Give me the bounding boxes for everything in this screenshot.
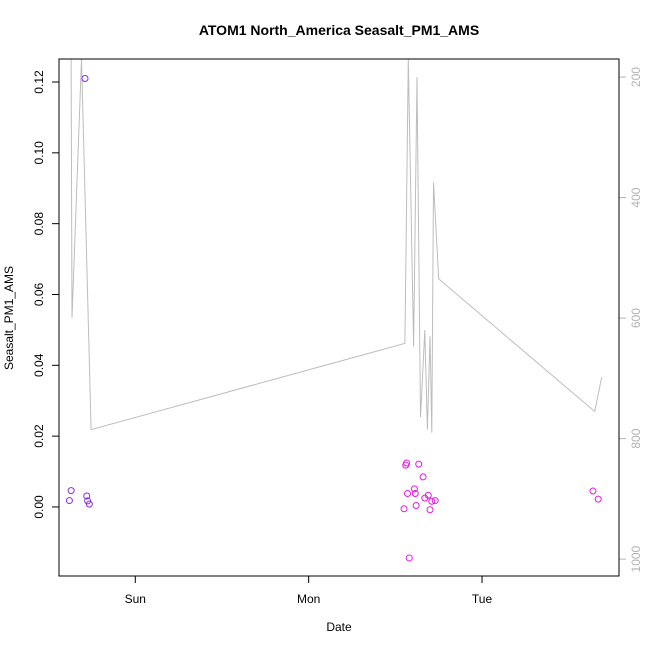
data-point: [415, 460, 423, 468]
y-tick-label: 0.10: [32, 141, 46, 165]
data-point: [83, 492, 91, 500]
data-point: [594, 495, 602, 503]
y2-tick-label: 600: [629, 308, 643, 328]
data-point: [65, 497, 73, 505]
data-point: [589, 487, 597, 495]
y-tick-label: 0.06: [32, 282, 46, 306]
data-point: [405, 554, 413, 562]
x-axis-label: Date: [326, 620, 352, 634]
y-tick-label: 0.02: [32, 424, 46, 448]
data-point: [424, 491, 432, 499]
plot-frame: [58, 58, 620, 577]
data-point: [431, 497, 439, 505]
data-point: [410, 485, 418, 493]
data-point: [400, 505, 408, 513]
x-tick-label: Tue: [472, 592, 493, 606]
points-layer: [65, 74, 602, 562]
x-tick-label: Mon: [297, 592, 320, 606]
x-tick-label: Sun: [125, 592, 146, 606]
y-axis-label: Seasalt_PM1_AMS: [2, 266, 16, 370]
data-point: [411, 489, 419, 497]
y2-tick-label: 200: [629, 67, 643, 87]
data-point: [412, 502, 420, 510]
data-point: [81, 74, 89, 82]
y-tick-label: 0.12: [32, 70, 46, 94]
pressure-line-layer: [70, 58, 603, 433]
axes-layer: Sun Mon Tue 0.00 0.02 0.04 0.06 0.08 0.10 0.12 200…: [32, 67, 643, 606]
data-point: [85, 500, 93, 508]
y-tick-label: 0.08: [32, 212, 46, 236]
data-point: [426, 506, 434, 514]
data-point: [419, 473, 427, 481]
y2-tick-label: 800: [629, 428, 643, 448]
data-point: [403, 489, 411, 497]
pressure-line: [70, 58, 603, 433]
data-point: [428, 497, 436, 505]
data-point: [67, 487, 75, 495]
chart-title: ATOM1 North_America Seasalt_PM1_AMS: [199, 22, 479, 38]
y-tick-label: 0.04: [32, 353, 46, 377]
y2-tick-label: 400: [629, 187, 643, 207]
y2-tick-label: 1000: [629, 545, 643, 572]
data-point: [403, 459, 411, 467]
y-tick-label: 0.00: [32, 495, 46, 519]
